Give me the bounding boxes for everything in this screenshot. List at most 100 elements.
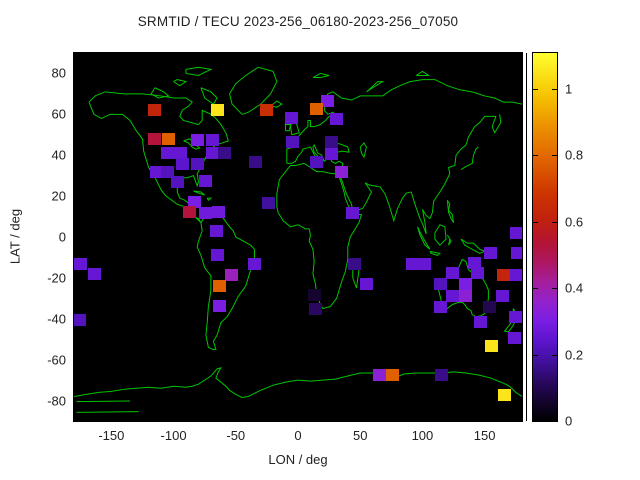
map-plot-area bbox=[73, 52, 523, 422]
chart-title: SRMTID / TECU 2023-256_06180-2023-256_07… bbox=[137, 14, 459, 29]
heatmap-cell bbox=[206, 146, 219, 159]
heatmap-cell bbox=[149, 166, 163, 179]
heatmap-cell bbox=[310, 103, 324, 116]
heatmap-cell bbox=[335, 165, 349, 178]
heatmap-cell bbox=[348, 257, 362, 270]
colorbar-tick-mark bbox=[533, 420, 538, 421]
x-tick-label: -150 bbox=[98, 428, 125, 443]
coast-java bbox=[430, 251, 440, 255]
colorbar-tick-label: 0.4 bbox=[565, 280, 584, 296]
heatmap-cell bbox=[162, 133, 176, 146]
heatmap-cell bbox=[88, 268, 102, 280]
coast-australia bbox=[439, 259, 489, 316]
heatmap-cell bbox=[285, 112, 299, 125]
heatmap-cell bbox=[446, 290, 460, 303]
colorbar-tick-label: 0.2 bbox=[565, 347, 584, 363]
y-tick-label: -40 bbox=[47, 311, 66, 327]
heatmap-cell bbox=[213, 300, 227, 313]
heatmap-cell bbox=[471, 266, 485, 279]
coast-great-lakes bbox=[184, 139, 200, 149]
coast-svalbard bbox=[313, 73, 329, 77]
heatmap-cell bbox=[183, 206, 197, 219]
heatmap-cell bbox=[161, 166, 175, 179]
y-tick-label: -20 bbox=[47, 270, 66, 286]
heatmap-cell bbox=[148, 104, 162, 117]
y-tick-label: 60 bbox=[51, 106, 66, 122]
heatmap-cell bbox=[510, 246, 522, 259]
heatmap-cell bbox=[260, 104, 274, 117]
coast-victoria-island bbox=[151, 88, 168, 98]
colorbar-tick-mark bbox=[552, 420, 557, 421]
colorbar-tick-mark bbox=[533, 155, 538, 157]
plot-right-edge-line bbox=[526, 53, 527, 421]
coast-caspian-sea bbox=[360, 143, 366, 157]
heatmap-cell bbox=[286, 135, 300, 148]
heatmap-cell bbox=[199, 207, 213, 220]
coast-ross-ice-shelf bbox=[76, 401, 130, 402]
heatmap-cell bbox=[188, 196, 202, 209]
coast-arctic-islet bbox=[174, 80, 186, 86]
colorbar-tick-mark bbox=[533, 221, 538, 223]
heatmap-cell bbox=[211, 206, 225, 219]
heatmap-cell bbox=[418, 257, 432, 270]
coast-south-america bbox=[197, 212, 254, 349]
colorbar-tick-label: 0.6 bbox=[565, 214, 584, 230]
heatmap-cell bbox=[261, 197, 275, 210]
coast-iceland bbox=[271, 101, 282, 107]
heatmap-cell bbox=[509, 269, 522, 282]
heatmap-cell bbox=[372, 368, 386, 381]
coast-novaya-zemlya bbox=[366, 82, 382, 92]
y-tick-label: 20 bbox=[51, 188, 66, 204]
colorbar-tick-mark bbox=[552, 288, 557, 290]
heatmap-cell bbox=[509, 226, 522, 239]
heatmap-cell bbox=[434, 278, 448, 291]
heatmap-cell bbox=[148, 133, 162, 146]
heatmap-cell bbox=[320, 95, 334, 108]
colorbar-tick-label: 0 bbox=[565, 413, 573, 429]
heatmap-cell bbox=[190, 158, 204, 171]
x-tick-label: -100 bbox=[160, 428, 187, 443]
heatmap-cell bbox=[308, 289, 322, 302]
heatmap-cell bbox=[198, 174, 212, 187]
heatmap-cell bbox=[325, 147, 339, 160]
heatmap-cell bbox=[74, 313, 87, 326]
heatmap-cell bbox=[405, 257, 419, 270]
heatmap-cell bbox=[209, 225, 223, 238]
colorbar-tick-mark bbox=[552, 354, 557, 356]
heatmap-cell bbox=[330, 113, 344, 126]
heatmap-cell bbox=[212, 280, 226, 293]
y-tick-label: 0 bbox=[58, 229, 66, 245]
heatmap-cell bbox=[496, 290, 510, 303]
x-axis-label: LON / deg bbox=[268, 452, 328, 467]
coast-ireland bbox=[286, 125, 291, 131]
heatmap-cell bbox=[74, 257, 88, 270]
heatmap-cell bbox=[218, 146, 232, 159]
coast-ellesmere-island bbox=[186, 67, 211, 75]
heatmap-cell bbox=[173, 146, 187, 159]
x-tick-label: -50 bbox=[226, 428, 246, 443]
heatmap-cell bbox=[360, 278, 374, 291]
coast-japan bbox=[461, 147, 478, 169]
heatmap-cell bbox=[434, 368, 448, 381]
heatmap-cell bbox=[509, 310, 522, 323]
colorbar-tick-label: 1 bbox=[565, 81, 573, 97]
x-tick-label: 50 bbox=[352, 428, 368, 443]
heatmap-cell bbox=[248, 156, 262, 169]
coast-philippines bbox=[447, 200, 453, 222]
colorbar-tick-mark bbox=[533, 88, 538, 90]
heatmap-cell bbox=[497, 269, 511, 282]
heatmap-cell bbox=[498, 389, 512, 402]
colorbar-tick-mark bbox=[552, 88, 557, 90]
coast-cuba bbox=[193, 191, 204, 195]
heatmap-cell bbox=[483, 246, 497, 259]
coast-greenland bbox=[230, 67, 277, 114]
coast-sulawesi bbox=[447, 235, 451, 245]
heatmap-cell bbox=[170, 176, 184, 189]
colorbar bbox=[532, 52, 558, 422]
heatmap-cell bbox=[190, 133, 204, 146]
y-tick-label: 40 bbox=[51, 147, 66, 163]
heatmap-cell bbox=[210, 103, 224, 116]
colorbar-tick-mark bbox=[552, 155, 557, 157]
coast-sumatra bbox=[417, 227, 429, 249]
colorbar-tick-label: 0.8 bbox=[565, 147, 584, 163]
